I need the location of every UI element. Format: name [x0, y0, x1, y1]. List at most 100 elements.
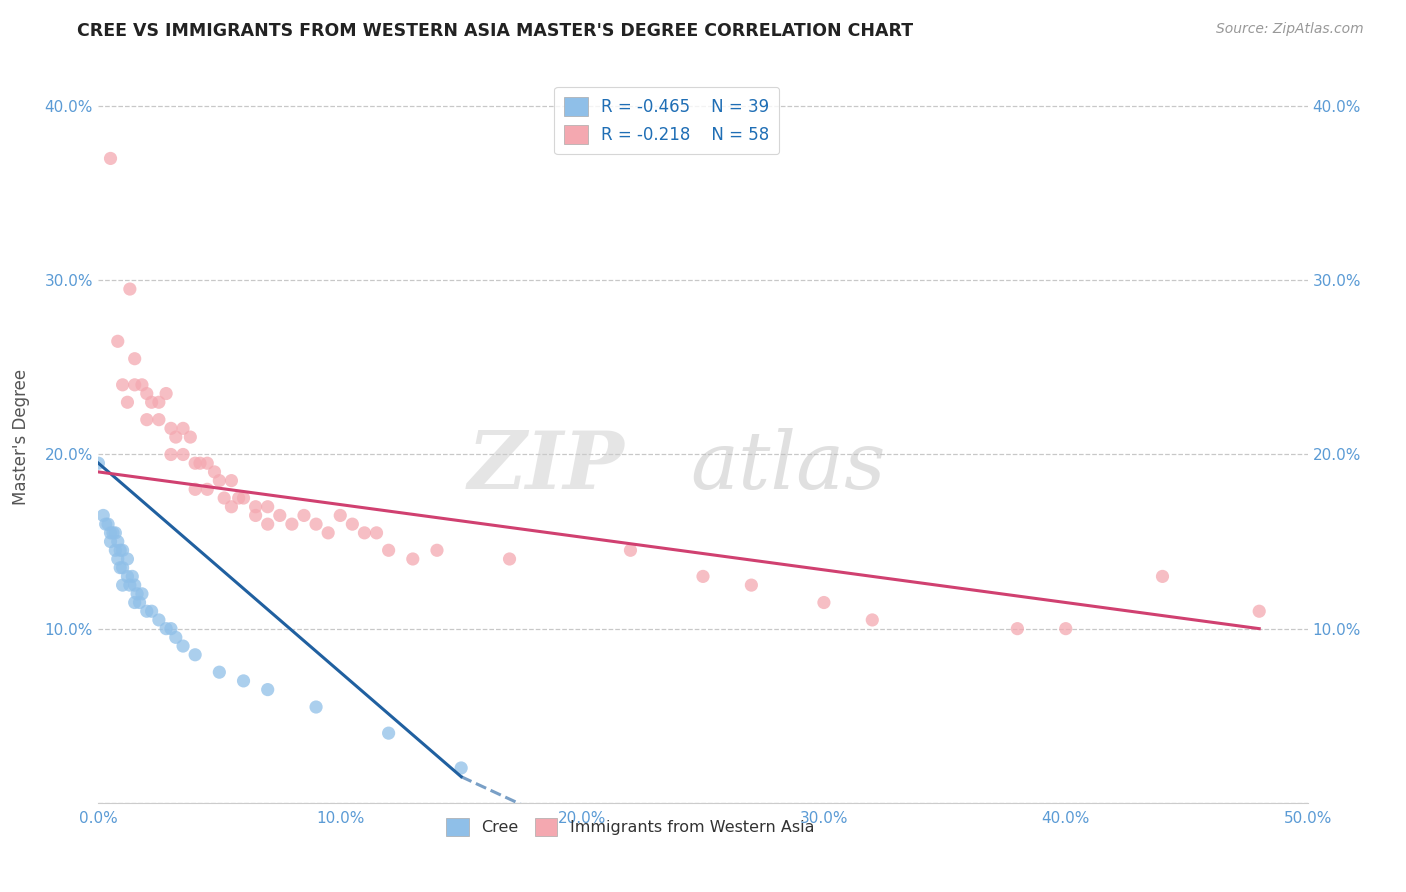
Point [208, 474, 231, 488]
Point [94, 517, 117, 532]
Point [860, 613, 883, 627]
Point [155, 386, 177, 401]
Point [127, 587, 149, 601]
Point [124, 377, 146, 392]
Point [426, 543, 449, 558]
Point [121, 569, 143, 583]
Point [179, 430, 201, 444]
Point [148, 412, 170, 426]
Point [498, 552, 520, 566]
Point [131, 587, 153, 601]
Point [111, 578, 134, 592]
Point [232, 491, 254, 505]
Point [124, 578, 146, 592]
Legend: Cree, Immigrants from Western Asia: Cree, Immigrants from Western Asia [440, 811, 821, 842]
Point [195, 483, 218, 497]
Point [813, 595, 835, 609]
Point [117, 395, 139, 409]
Point [111, 560, 134, 574]
Point [148, 613, 170, 627]
Point [212, 491, 235, 505]
Point [91, 508, 114, 523]
Point [305, 700, 328, 714]
Point [188, 456, 211, 470]
Point [107, 534, 129, 549]
Point [117, 552, 139, 566]
Point [1249, 604, 1271, 618]
Point [232, 673, 254, 688]
Point [100, 152, 122, 166]
Point [256, 682, 278, 697]
Point [160, 421, 183, 435]
Point [619, 543, 641, 558]
Point [1152, 569, 1174, 583]
Point [402, 552, 425, 566]
Point [131, 377, 153, 392]
Point [377, 543, 399, 558]
Point [141, 604, 163, 618]
Point [204, 465, 226, 479]
Point [377, 726, 399, 740]
Point [128, 595, 150, 609]
Point [111, 543, 134, 558]
Point [256, 500, 278, 514]
Point [124, 595, 146, 609]
Point [118, 578, 141, 592]
Point [118, 282, 141, 296]
Point [108, 543, 131, 558]
Point [165, 430, 187, 444]
Point [160, 448, 183, 462]
Point [245, 508, 267, 523]
Point [366, 525, 388, 540]
Point [135, 386, 157, 401]
Point [107, 334, 129, 349]
Point [269, 508, 291, 523]
Point [111, 377, 134, 392]
Point [165, 631, 187, 645]
Point [184, 483, 207, 497]
Point [281, 517, 304, 532]
Point [148, 395, 170, 409]
Point [160, 622, 183, 636]
Point [692, 569, 714, 583]
Point [135, 604, 157, 618]
Point [256, 517, 278, 532]
Point [305, 517, 328, 532]
Point [101, 525, 124, 540]
Point [184, 456, 207, 470]
Text: Source: ZipAtlas.com: Source: ZipAtlas.com [1216, 22, 1364, 37]
Point [104, 525, 127, 540]
Point [124, 351, 146, 366]
Point [172, 448, 194, 462]
Point [342, 517, 364, 532]
Text: ZIP: ZIP [468, 427, 624, 505]
Point [104, 543, 127, 558]
Text: CREE VS IMMIGRANTS FROM WESTERN ASIA MASTER'S DEGREE CORRELATION CHART: CREE VS IMMIGRANTS FROM WESTERN ASIA MAS… [77, 22, 914, 40]
Point [1007, 622, 1029, 636]
Point [141, 395, 163, 409]
Point [97, 517, 120, 532]
Point [108, 560, 131, 574]
Point [316, 525, 339, 540]
Point [172, 421, 194, 435]
Point [100, 534, 122, 549]
Point [245, 500, 267, 514]
Point [329, 508, 352, 523]
Point [1054, 622, 1077, 636]
Point [107, 552, 129, 566]
Point [184, 648, 207, 662]
Point [450, 761, 472, 775]
Point [172, 639, 194, 653]
Text: atlas: atlas [690, 427, 886, 505]
Point [221, 500, 243, 514]
Point [221, 474, 243, 488]
Point [135, 412, 157, 426]
Point [87, 456, 110, 470]
Point [208, 665, 231, 680]
Point [353, 525, 375, 540]
Y-axis label: Master's Degree: Master's Degree [13, 369, 31, 505]
Point [228, 491, 250, 505]
Point [117, 569, 139, 583]
Point [740, 578, 762, 592]
Point [100, 525, 122, 540]
